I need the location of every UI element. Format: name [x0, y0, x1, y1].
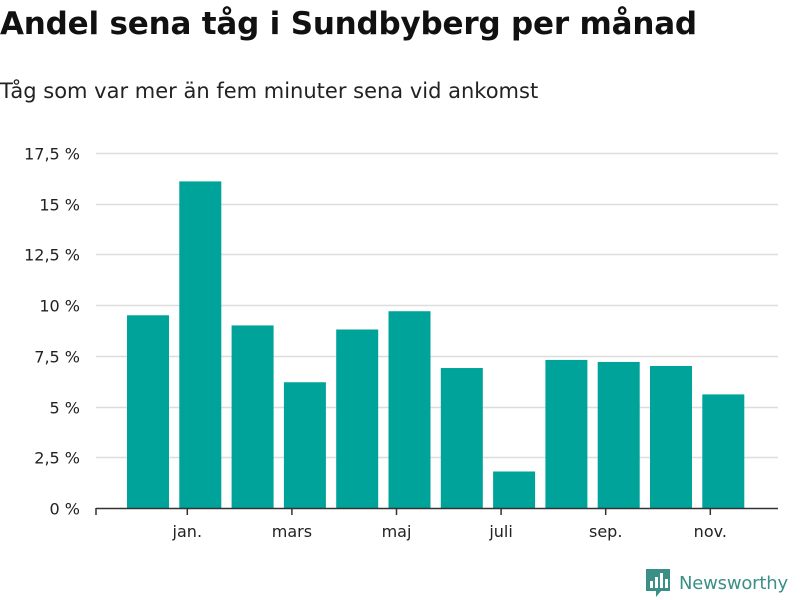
y-axis-tick-labels: 0 % 2,5 % 5 % 7,5 % 10 % 12,5 % 15 % 17,5 %: [24, 145, 80, 519]
bars: [127, 181, 745, 508]
x-tick-label: jan.: [172, 522, 202, 541]
x-axis: [95, 507, 778, 515]
newsworthy-logo: Newsworthy: [644, 568, 788, 598]
y-tick-label: 12,5 %: [24, 246, 80, 265]
x-tick-label: maj: [382, 522, 412, 541]
y-tick-label: 7,5 %: [34, 348, 80, 367]
x-axis-tick-labels: jan. mars maj juli sep. nov.: [172, 522, 727, 541]
bar-okt.: [650, 366, 692, 508]
x-tick-label: nov.: [694, 522, 727, 541]
bar-nov.: [702, 394, 745, 508]
chart-subtitle: Tåg som var mer än fem minuter sena vid …: [0, 79, 539, 103]
y-tick-label: 2,5 %: [34, 449, 80, 468]
x-tick-label: mars: [272, 522, 312, 541]
bar-apr.: [336, 329, 379, 508]
y-tick-label: 0 %: [50, 500, 80, 519]
y-tick-label: 15 %: [39, 196, 80, 215]
bar-maj: [388, 311, 431, 508]
brand-name: Newsworthy: [679, 572, 788, 594]
y-tick-label: 5 %: [50, 399, 80, 418]
y-tick-label: 10 %: [39, 297, 80, 316]
bar-feb.: [231, 325, 274, 508]
bar-dec.: [127, 315, 169, 508]
x-tick-label: juli: [488, 522, 512, 541]
bar-aug.: [545, 359, 588, 508]
bar-mars: [283, 382, 326, 508]
bar-sep.: [597, 361, 640, 508]
chart-title: Andel sena tåg i Sundbyberg per månad: [0, 6, 697, 42]
bar-chart-speech-icon: [646, 569, 670, 597]
bar-juni: [440, 368, 483, 508]
y-tick-label: 17,5 %: [24, 145, 80, 164]
bar-jan.: [179, 181, 222, 508]
x-tick-label: sep.: [589, 522, 622, 541]
bar-juli: [493, 471, 536, 508]
